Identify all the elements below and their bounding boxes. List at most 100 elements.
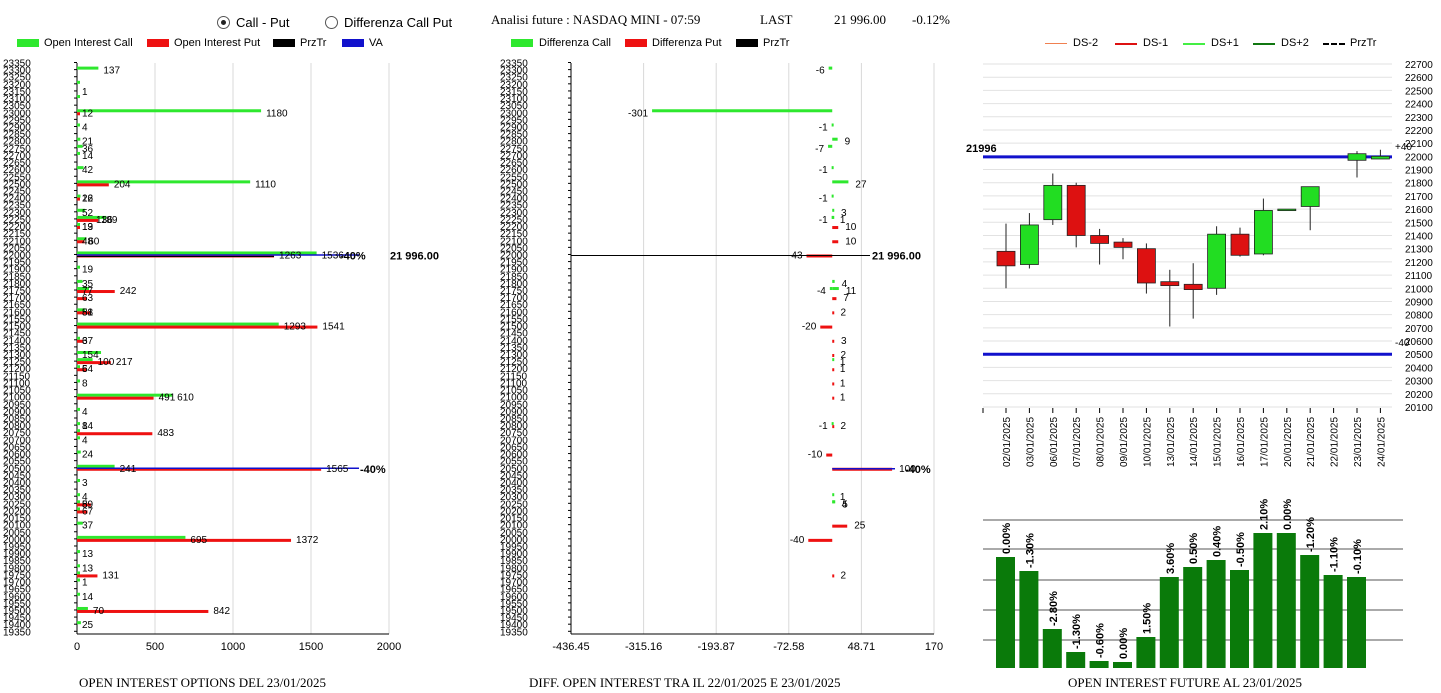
diff-y-tick-label: 21000 <box>500 393 528 404</box>
radio-call-put[interactable]: Call - Put <box>217 13 289 31</box>
oi-data-label: 189 <box>101 215 118 226</box>
oi-put-bar <box>77 197 80 201</box>
diff-call-bar <box>828 66 833 70</box>
oi-y-tick-label: 19950 <box>3 542 31 553</box>
legend-label-ds-2: DS-2 <box>1073 37 1099 49</box>
oi-call-bar <box>77 215 107 219</box>
diff-y-tick-label: 21100 <box>500 378 528 389</box>
oi-y-tick-label: 22300 <box>3 208 31 219</box>
diff-data-label: 27 <box>855 179 867 190</box>
oi-y-tick-label: 22800 <box>3 137 31 148</box>
oi-y-tick-label: 22150 <box>3 229 31 240</box>
oi-future-label: 0.00% <box>1118 628 1130 659</box>
page-title: Analisi future : NASDAQ MINI - 07:59 <box>491 12 701 27</box>
oi-data-label: 610 <box>177 393 194 404</box>
radio-differenza[interactable]: Differenza Call Put <box>325 13 452 31</box>
diff-call-bar <box>828 144 833 148</box>
oi-put-bar <box>77 467 322 471</box>
oi-put-bar <box>77 311 91 315</box>
oi-y-tick-label: 23150 <box>3 87 31 98</box>
oi-call-bar <box>77 621 81 625</box>
diff-y-tick-label: 20450 <box>500 471 528 482</box>
candle-y-tick-label: 22500 <box>1405 86 1433 97</box>
diff-y-tick-label: 21750 <box>500 286 528 297</box>
diff-call-bar <box>832 287 839 291</box>
diff-y-tick-label: 21400 <box>500 336 528 347</box>
oi-y-tick-label: 20400 <box>3 478 31 489</box>
oi-y-tick-label: 21450 <box>3 329 31 340</box>
oi-x-tick-label: 1500 <box>299 641 323 653</box>
legend-label-prztr-c: PrzTr <box>1350 37 1377 49</box>
diff-y-tick-label: 20100 <box>500 521 528 532</box>
oi-data-label: 14 <box>82 421 94 432</box>
legend-line-ds+1 <box>1183 43 1205 45</box>
diff-data-label: 1 <box>840 357 846 368</box>
diff-data-label: 3 <box>841 336 847 347</box>
candle-y-tick-label: 20400 <box>1405 363 1433 374</box>
diff-data-label: 4 <box>842 499 848 510</box>
legend-line-ds-1 <box>1115 43 1137 45</box>
oi-future-bar <box>1276 533 1296 668</box>
legend-line-prztr <box>1323 43 1345 45</box>
diff-y-tick-label: 20000 <box>500 535 528 546</box>
oi-y-tick-label: 19600 <box>3 592 31 603</box>
candle-x-tick-label: 15/01/2025 <box>1213 417 1224 467</box>
diff-y-tick-label: 20800 <box>500 421 528 432</box>
oi-data-label: 842 <box>213 606 230 617</box>
diff-y-tick-label: 22400 <box>500 194 528 205</box>
oi-data-label: 5 <box>82 499 88 510</box>
oi-y-tick-label: 20950 <box>3 400 31 411</box>
oi-data-label: 3 <box>82 478 88 489</box>
diff-put-bar <box>826 453 833 457</box>
candle-y-tick-label: 21600 <box>1405 205 1433 216</box>
diff-x-tick-label: -193.87 <box>698 641 735 653</box>
diff-data-label: 25 <box>854 521 866 532</box>
oi-y-tick-label: 19350 <box>3 627 31 638</box>
diff-call-bar <box>831 422 834 426</box>
oi-y-tick-label: 22200 <box>3 222 31 233</box>
radio-call-put-label: Call - Put <box>236 14 290 30</box>
oi-data-label: 1536 <box>322 250 345 261</box>
oi-data-label: 88 <box>82 307 94 318</box>
oi-future-title: OPEN INTEREST FUTURE AL 23/01/2025 <box>1068 675 1303 690</box>
last-value: 21 996.00 <box>834 12 886 27</box>
oi-future-label: -0.60% <box>1095 623 1107 658</box>
diff-y-tick-label: 20850 <box>500 414 528 425</box>
candle-x-tick-label: 16/01/2025 <box>1236 417 1247 467</box>
oi-data-label: 100 <box>98 357 115 368</box>
oi-call-bar <box>77 379 80 383</box>
oi-y-tick-label: 19700 <box>3 578 31 589</box>
oi-y-tick-label: 19850 <box>3 556 31 567</box>
oi-call-bar <box>77 592 80 596</box>
diff-y-tick-label: 21950 <box>500 258 528 269</box>
candle-y-tick-label: 21200 <box>1405 258 1433 269</box>
candle-x-tick-label: 24/01/2025 <box>1376 417 1387 467</box>
candle-x-tick-label: 03/01/2025 <box>1025 417 1036 467</box>
diff-y-tick-label: 20050 <box>500 528 528 539</box>
oi-y-tick-label: 19500 <box>3 606 31 617</box>
oi-future-bar <box>1159 577 1179 668</box>
diff-y-tick-label: 22350 <box>500 201 528 212</box>
oi-data-label: 1 <box>82 578 88 589</box>
oi-call-bar <box>77 535 186 539</box>
oi-data-label: 8 <box>82 421 88 432</box>
diff-y-tick-label: 21250 <box>500 357 528 368</box>
oi-data-label: 19 <box>82 265 94 276</box>
oi-y-tick-label: 21550 <box>3 314 31 325</box>
oi-y-tick-label: 20000 <box>3 535 31 546</box>
diff-put-bar <box>832 574 835 578</box>
candle-y-tick-label: 20900 <box>1405 297 1433 308</box>
candle-body <box>1347 153 1367 161</box>
candle-y-tick-label: 22200 <box>1405 126 1433 137</box>
diff-data-label: 4 <box>842 279 848 290</box>
candle-x-tick-label: 09/01/2025 <box>1119 417 1130 467</box>
candle-line-label: -40 <box>1395 338 1410 349</box>
diff-y-tick-label: 19600 <box>500 592 528 603</box>
diff-y-tick-label: 20550 <box>500 457 528 468</box>
oi-data-label: 4 <box>82 435 88 446</box>
oi-put-bar <box>77 510 88 514</box>
oi-y-tick-label: 21250 <box>3 357 31 368</box>
oi-call-bar <box>77 521 83 525</box>
diff-y-tick-label: 22450 <box>500 186 528 197</box>
diff-y-tick-label: 22650 <box>500 158 528 169</box>
